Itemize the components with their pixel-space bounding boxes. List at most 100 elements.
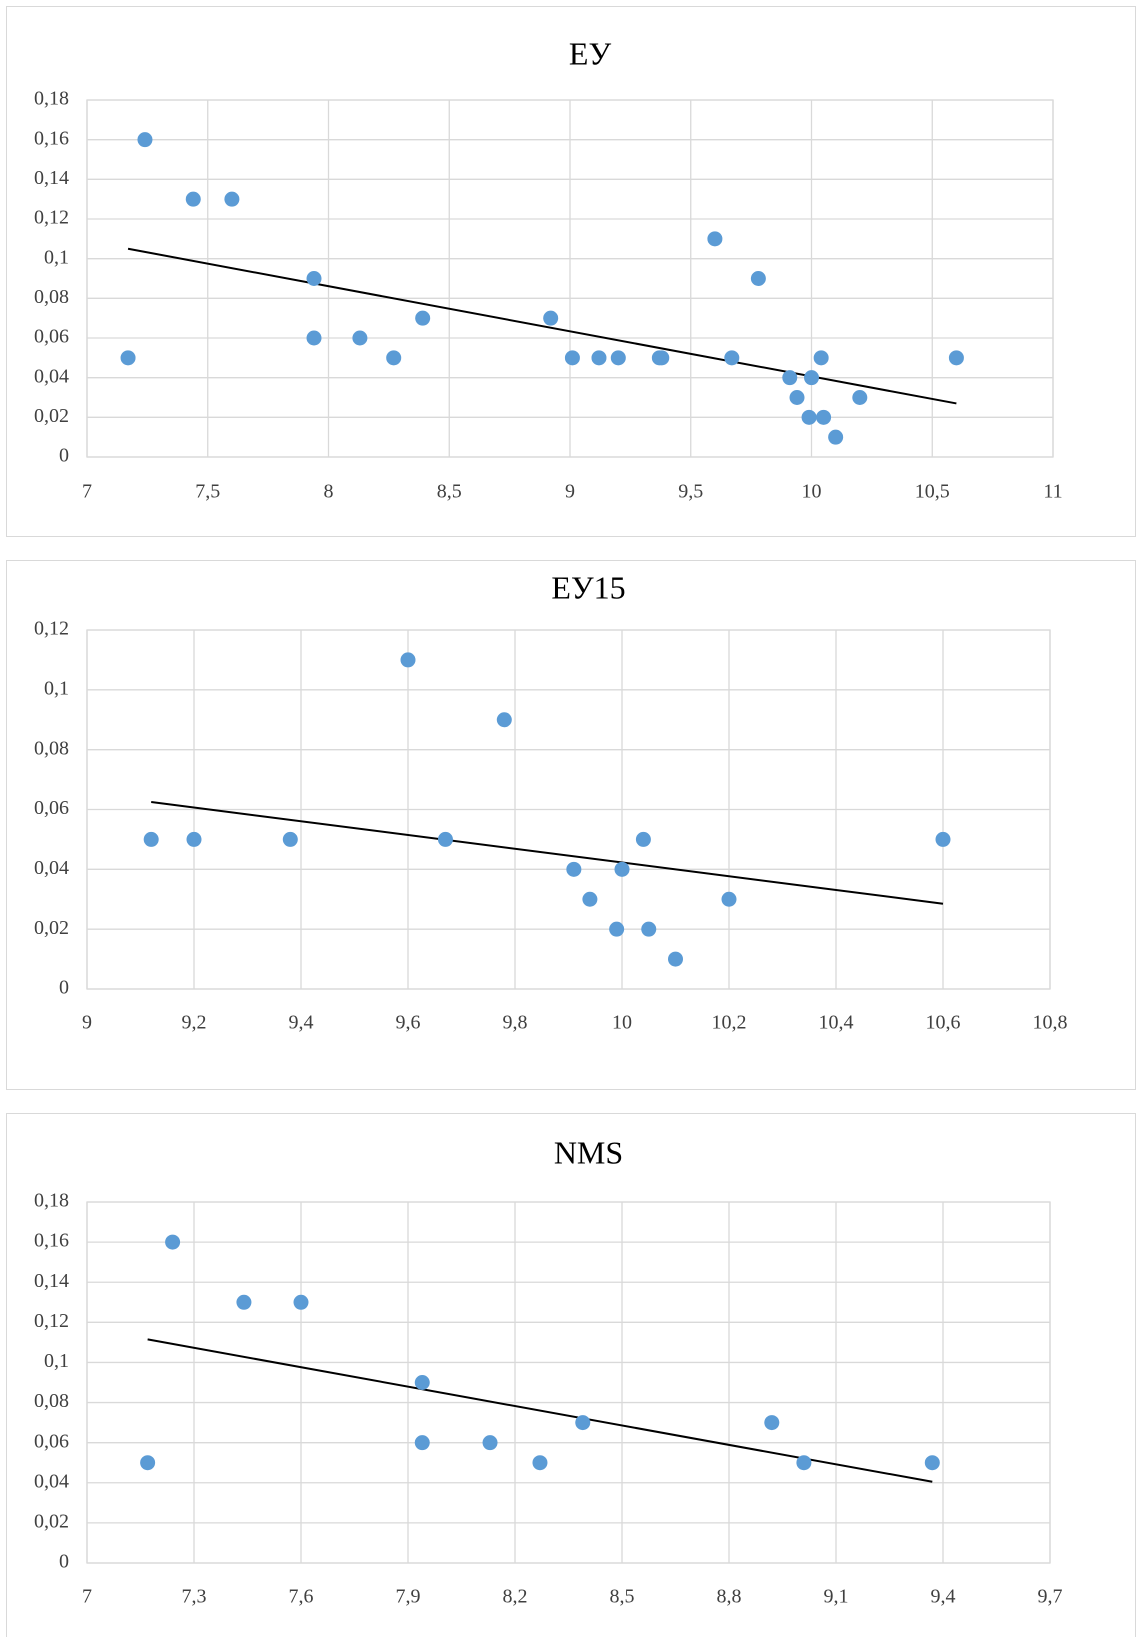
y-tick-label: 0,18 <box>34 1190 69 1212</box>
data-point <box>804 370 819 386</box>
data-point <box>224 191 240 207</box>
plot-area <box>86 99 1054 458</box>
data-point <box>496 712 512 728</box>
data-point <box>924 1455 940 1471</box>
data-point <box>140 1455 156 1471</box>
data-point <box>415 310 431 326</box>
data-point <box>185 191 201 207</box>
x-tick-label: 9,1 <box>824 1586 849 1608</box>
y-tick-label: 0,04 <box>34 365 69 387</box>
x-tick-label: 9,4 <box>289 1012 314 1034</box>
y-tick-label: 0 <box>59 1551 69 1573</box>
data-point <box>935 831 951 847</box>
chart-nms: NMS 0 0,02 0,04 0,06 0,08 0,1 0,12 0,14 0,16 0,18 7… <box>6 1113 1136 1637</box>
data-point <box>654 350 670 366</box>
data-point <box>165 1234 181 1250</box>
chart-nms-svg: NMS 0 0,02 0,04 0,06 0,08 0,1 0,12 0,14 0,16 0,18 7… <box>34 1134 1063 1608</box>
data-point <box>813 350 829 366</box>
data-point <box>532 1455 548 1471</box>
trend-line <box>151 801 944 905</box>
data-point <box>437 831 453 847</box>
x-tick-label: 8,5 <box>437 481 462 503</box>
data-point <box>789 390 805 405</box>
y-tick-label: 0 <box>59 445 69 467</box>
data-point <box>564 350 580 366</box>
data-point <box>614 861 630 877</box>
x-tick-label: 7 <box>82 1586 92 1608</box>
chart-eu-svg: ЕУ 0 0,02 0,04 0,06 0,08 0,1 0,12 0,14 0,16 0,18 7 7… <box>34 35 1063 503</box>
data-point <box>641 921 657 937</box>
data-point <box>707 231 723 247</box>
y-tick-label: 0,02 <box>34 917 69 939</box>
data-point <box>186 831 202 847</box>
data-point <box>143 831 159 847</box>
x-tick-label: 7 <box>82 481 92 503</box>
chart-title: NMS <box>554 1134 623 1170</box>
y-tick-label: 0,02 <box>34 1510 69 1532</box>
data-point <box>575 1415 591 1431</box>
data-point <box>306 271 322 286</box>
x-tick-label: 9,7 <box>1038 1586 1063 1608</box>
data-point <box>543 310 559 326</box>
y-tick-label: 0,06 <box>34 797 69 819</box>
x-tick-label: 8,8 <box>717 1586 742 1608</box>
y-tick-label: 0,14 <box>34 167 69 189</box>
x-tick-label: 10,2 <box>712 1012 747 1034</box>
x-tick-label: 9,6 <box>396 1012 421 1034</box>
data-point <box>137 132 153 148</box>
y-tick-label: 0,08 <box>34 737 69 759</box>
x-tick-label: 8,5 <box>610 1586 635 1608</box>
x-tick-label: 9 <box>82 1012 92 1034</box>
data-point <box>120 350 136 366</box>
y-tick-label: 0,12 <box>34 207 69 229</box>
data-point <box>282 831 298 847</box>
x-tick-label: 9,2 <box>182 1012 207 1034</box>
data-point <box>724 350 740 366</box>
trend-line <box>127 247 957 405</box>
data-point <box>566 861 582 877</box>
x-tick-label: 10,6 <box>926 1012 961 1034</box>
x-tick-label: 7,3 <box>182 1586 207 1608</box>
data-point <box>482 1435 498 1451</box>
data-point <box>721 891 737 907</box>
x-tick-label: 7,6 <box>289 1586 314 1608</box>
plot-area <box>86 629 1051 990</box>
x-tick-label: 11 <box>1043 481 1062 503</box>
y-tick-label: 0,04 <box>34 1470 69 1492</box>
data-point <box>610 350 626 366</box>
x-tick-label: 10,5 <box>915 481 950 503</box>
y-tick-label: 0,02 <box>34 405 69 427</box>
y-tick-label: 0,06 <box>34 1430 69 1452</box>
data-point <box>782 370 798 386</box>
y-tick-label: 0,12 <box>34 618 69 640</box>
x-tick-label: 10,8 <box>1033 1012 1068 1034</box>
data-point <box>414 1435 430 1451</box>
data-point <box>306 330 322 346</box>
data-point <box>236 1294 252 1310</box>
x-tick-label: 7,5 <box>195 481 220 503</box>
y-tick-label: 0,16 <box>34 127 69 149</box>
y-tick-label: 0,08 <box>34 1390 69 1412</box>
x-tick-label: 9 <box>565 481 575 503</box>
x-tick-label: 10 <box>802 481 822 503</box>
y-tick-label: 0,16 <box>34 1230 69 1252</box>
x-tick-label: 10,4 <box>819 1012 854 1034</box>
y-tick-label: 0,12 <box>34 1310 69 1332</box>
data-point <box>750 271 766 286</box>
x-tick-label: 10 <box>612 1012 632 1034</box>
data-point <box>400 652 416 668</box>
data-point <box>582 891 598 907</box>
data-point <box>764 1415 780 1431</box>
data-point <box>293 1294 309 1310</box>
y-tick-label: 0,1 <box>44 1350 69 1372</box>
data-point <box>796 1455 812 1471</box>
chart-eu15: ЕУ15 0 0,02 0,04 0,06 0,08 0,1 0,12 9 9,2 9,4 9,6 9,… <box>6 560 1136 1090</box>
x-tick-label: 7,9 <box>396 1586 421 1608</box>
data-point <box>591 350 607 366</box>
y-tick-label: 0,06 <box>34 326 69 348</box>
data-point <box>948 350 964 366</box>
x-tick-label: 8 <box>324 481 334 503</box>
plot-area <box>86 1201 1051 1564</box>
chart-title: ЕУ15 <box>551 569 625 605</box>
chart-eu15-svg: ЕУ15 0 0,02 0,04 0,06 0,08 0,1 0,12 9 9,2 9,4 9,6 9,… <box>34 569 1068 1034</box>
